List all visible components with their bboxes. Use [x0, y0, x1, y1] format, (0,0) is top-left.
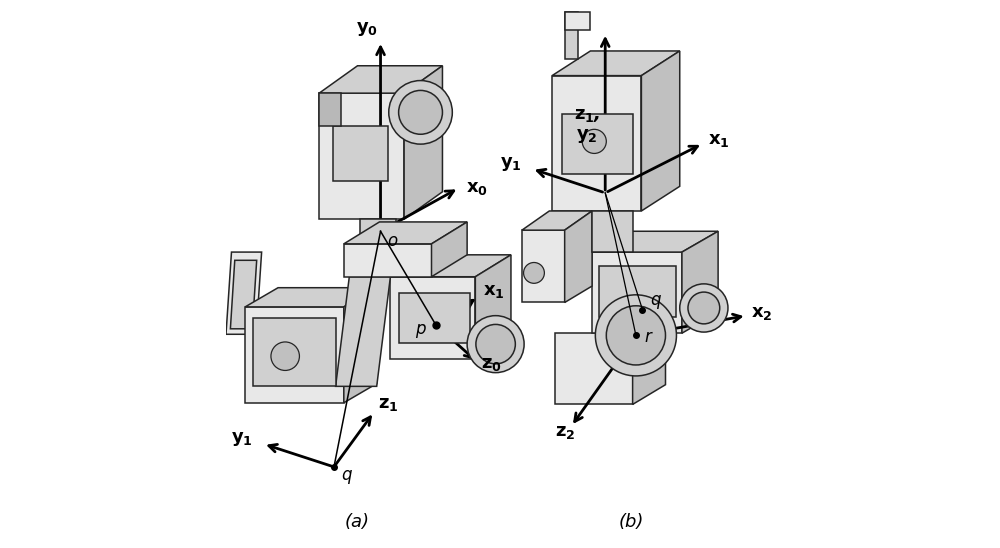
Polygon shape — [562, 114, 633, 174]
Text: $\mathbf{x_1}$: $\mathbf{x_1}$ — [483, 282, 505, 300]
Polygon shape — [522, 230, 565, 302]
Text: $\mathbf{y_1}$: $\mathbf{y_1}$ — [231, 430, 252, 448]
Polygon shape — [333, 126, 388, 181]
Polygon shape — [226, 252, 262, 334]
Circle shape — [582, 129, 606, 153]
Text: $\mathit{q}$: $\mathit{q}$ — [650, 293, 662, 311]
Text: $\mathbf{x_2}$: $\mathbf{x_2}$ — [751, 304, 773, 322]
Polygon shape — [641, 51, 680, 211]
Circle shape — [271, 342, 299, 370]
Polygon shape — [319, 93, 404, 219]
Polygon shape — [336, 277, 390, 386]
Text: $\mathbf{y_1}$: $\mathbf{y_1}$ — [500, 155, 522, 173]
Polygon shape — [599, 266, 676, 317]
Polygon shape — [230, 260, 257, 329]
Polygon shape — [319, 93, 341, 126]
Circle shape — [680, 284, 728, 332]
Text: $\mathit{r}$: $\mathit{r}$ — [644, 328, 653, 346]
Text: $\mathbf{z_0}$: $\mathbf{z_0}$ — [481, 355, 502, 373]
Polygon shape — [390, 255, 511, 277]
Polygon shape — [565, 12, 590, 30]
Text: $\mathit{q}$: $\mathit{q}$ — [341, 468, 353, 486]
Polygon shape — [404, 66, 442, 219]
Text: $\mathbf{x_0}$: $\mathbf{x_0}$ — [466, 179, 488, 197]
Polygon shape — [344, 222, 467, 244]
Text: $\mathbf{z_1}$: $\mathbf{z_1}$ — [378, 395, 398, 413]
Circle shape — [688, 292, 720, 324]
Text: (a): (a) — [345, 513, 370, 531]
Polygon shape — [592, 231, 718, 252]
Polygon shape — [475, 255, 511, 359]
Text: $\mathbf{y_0}$: $\mathbf{y_0}$ — [356, 20, 378, 38]
Circle shape — [524, 262, 544, 283]
Polygon shape — [555, 333, 633, 404]
Text: $\mathbf{z_1}$,: $\mathbf{z_1}$, — [574, 106, 600, 124]
Polygon shape — [552, 76, 641, 211]
Circle shape — [389, 81, 452, 144]
Text: $\mathit{o}$: $\mathit{o}$ — [387, 231, 399, 249]
Polygon shape — [565, 12, 578, 59]
Polygon shape — [682, 231, 718, 333]
Circle shape — [606, 306, 665, 365]
Text: $\mathit{p}$: $\mathit{p}$ — [415, 322, 427, 340]
Polygon shape — [245, 288, 377, 307]
Polygon shape — [253, 318, 336, 386]
Circle shape — [476, 324, 515, 364]
Polygon shape — [344, 244, 432, 277]
Circle shape — [399, 90, 442, 134]
Polygon shape — [319, 66, 442, 93]
Polygon shape — [592, 211, 633, 252]
Circle shape — [467, 316, 524, 373]
Text: (b): (b) — [619, 513, 644, 531]
Polygon shape — [360, 219, 396, 244]
Polygon shape — [390, 277, 475, 359]
Circle shape — [595, 295, 676, 376]
Polygon shape — [432, 222, 467, 277]
Polygon shape — [552, 51, 680, 76]
Polygon shape — [399, 293, 470, 342]
Text: $\mathbf{x_1}$: $\mathbf{x_1}$ — [708, 130, 729, 149]
Polygon shape — [633, 313, 665, 404]
Polygon shape — [592, 252, 682, 333]
Text: $\mathbf{y_2}$: $\mathbf{y_2}$ — [576, 127, 598, 145]
Polygon shape — [522, 211, 592, 230]
Text: $\mathbf{z_2}$: $\mathbf{z_2}$ — [555, 423, 575, 441]
Polygon shape — [344, 288, 377, 403]
Polygon shape — [245, 307, 344, 403]
Polygon shape — [565, 211, 592, 302]
